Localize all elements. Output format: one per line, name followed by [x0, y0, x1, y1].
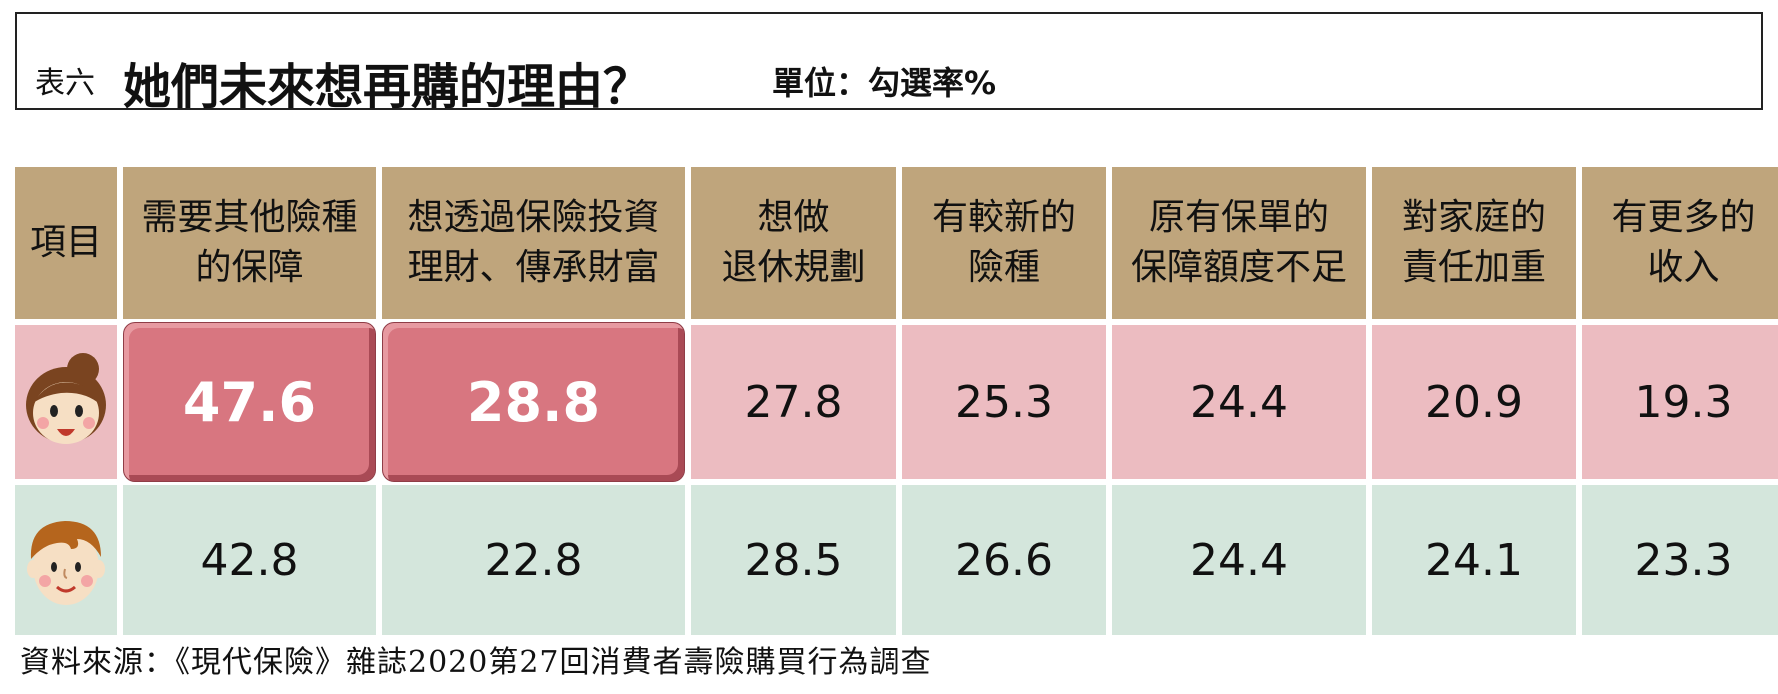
value-cell: 27.8 — [691, 325, 896, 479]
value-cell: 24.4 — [1112, 485, 1366, 635]
row-header-label: 項目 — [15, 167, 117, 319]
value-cell: 23.3 — [1582, 485, 1778, 635]
page-title: 她們未來想再購的理由？ — [123, 59, 652, 115]
value-cell: 28.5 — [691, 485, 896, 635]
female-face-icon — [15, 325, 117, 479]
value-cell: 19.3 — [1582, 325, 1778, 479]
highlighted-value-cell: 47.6 — [123, 322, 376, 482]
unit-label: 單位：勾選率% — [772, 64, 997, 102]
value-cell: 24.1 — [1372, 485, 1576, 635]
table-label: 表六 — [35, 66, 95, 101]
value-cell: 25.3 — [902, 325, 1106, 479]
value-cell: 20.9 — [1372, 325, 1576, 479]
title-box: 表六 她們未來想再購的理由？ 單位：勾選率% — [15, 12, 1763, 115]
column-header: 想做 退休規劃 — [691, 167, 896, 319]
highlighted-value-cell: 28.8 — [382, 322, 685, 482]
value-cell: 22.8 — [382, 485, 685, 635]
data-table: 項目 需要其他險種 的保障 想透過保險投資 理財、傳承財富 想做 退休規劃 有較新的 險… — [15, 167, 1778, 635]
column-header: 原有保單的 保障額度不足 — [1112, 167, 1366, 319]
male-face-icon — [15, 485, 117, 635]
source-note: 資料來源：《現代保險》雜誌2020第27回消費者壽險購買行為調查 — [20, 645, 932, 680]
value-cell: 26.6 — [902, 485, 1106, 635]
value-cell: 24.4 — [1112, 325, 1366, 479]
value-cell: 42.8 — [123, 485, 376, 635]
column-header: 想透過保險投資 理財、傳承財富 — [382, 167, 685, 319]
column-header: 對家庭的 責任加重 — [1372, 167, 1576, 319]
column-header: 有更多的 收入 — [1582, 167, 1778, 319]
column-header: 有較新的 險種 — [902, 167, 1106, 319]
column-header: 需要其他險種 的保障 — [123, 167, 376, 319]
